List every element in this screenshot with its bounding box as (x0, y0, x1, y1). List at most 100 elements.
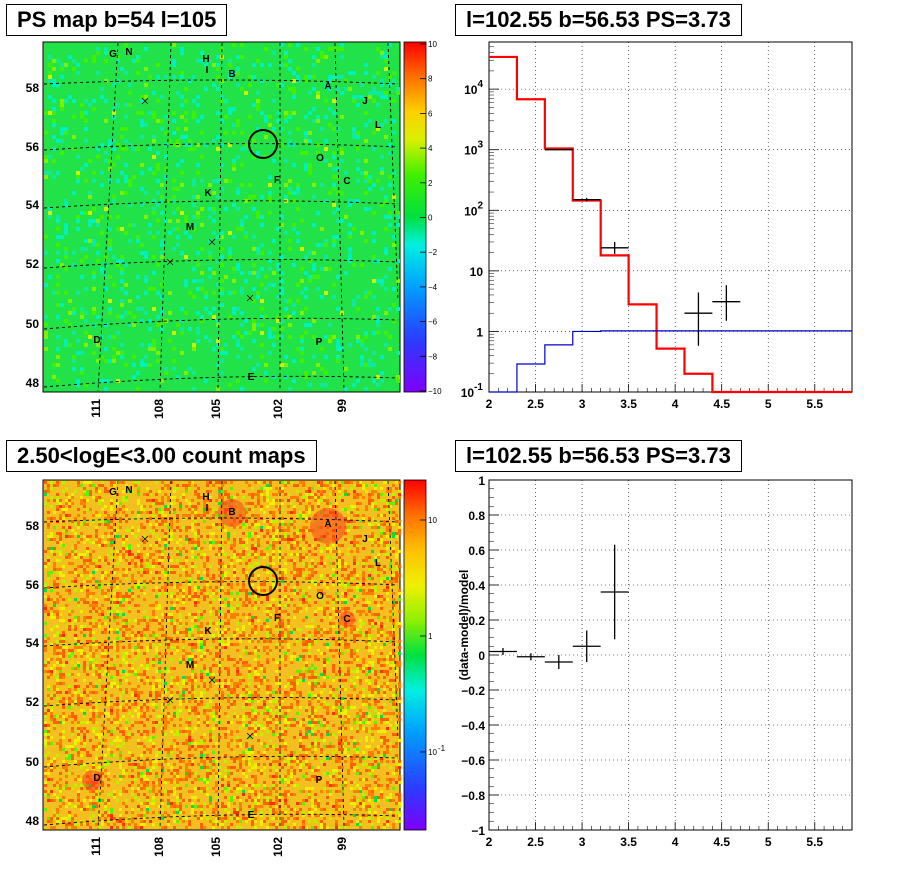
source-label-b: B (228, 507, 235, 518)
x-tick-label: 2.5 (527, 397, 544, 411)
lon-tick-label: 111 (89, 837, 103, 856)
map-cross-marker (166, 696, 174, 704)
map-latitude-line (43, 259, 399, 269)
ps-map-crosses (141, 97, 254, 302)
count-map-bright-source (339, 611, 355, 627)
map-longitude-line (217, 42, 223, 392)
source-label-n: N (125, 47, 132, 58)
map-latitude-line (43, 813, 399, 826)
lon-tick-label: 105 (209, 837, 223, 857)
count-map-noise (44, 481, 401, 829)
x-tick-label: 5 (765, 397, 772, 411)
map-cross-marker (246, 732, 254, 740)
x-tick-label: 3.5 (620, 397, 637, 411)
lat-tick-label: 52 (26, 257, 40, 271)
map-longitude-line (97, 480, 119, 830)
map-cross-marker (141, 97, 149, 105)
source-label-p: P (316, 337, 323, 348)
y-tick-label: 0.6 (468, 544, 485, 558)
ps-map-title: PS map b=54 l=105 (6, 4, 228, 36)
source-label-d: D (93, 335, 100, 346)
ps-colorbar-tick-label: 4 (428, 144, 433, 153)
map-latitude-line (43, 317, 399, 330)
map-cross-marker (166, 258, 174, 266)
count-map-crosses (141, 535, 254, 740)
x-tick-label: 5 (765, 835, 772, 849)
map-latitude-line (43, 697, 399, 707)
x-tick-label: 2 (486, 835, 493, 849)
residual-y-axis-label: (data-model)/model (457, 570, 471, 681)
source-label-p: P (316, 775, 323, 786)
y-tick-label: 102 (464, 200, 483, 218)
source-label-e: E (248, 810, 255, 821)
source-label-c: C (343, 614, 350, 625)
count-map-bright-source (82, 770, 102, 790)
model-background-series (489, 330, 852, 393)
lon-tick-label: 99 (335, 399, 349, 413)
x-tick-label: 3 (579, 397, 586, 411)
x-tick-label: 5.5 (806, 835, 823, 849)
lon-tick-label: 108 (152, 399, 166, 419)
count-map-lat-ticks: 58 56 54 52 50 48 (26, 519, 40, 828)
map-longitude-line (387, 42, 399, 301)
source-label-e: E (248, 372, 255, 383)
map-cross-marker (141, 535, 149, 543)
count-map-grid (43, 480, 399, 830)
count-map-bright-source (310, 508, 346, 544)
ps-colorbar-tick-label: −6 (428, 318, 438, 327)
map-latitude-line (43, 143, 399, 151)
source-label-l: L (375, 120, 381, 131)
y-tick-label: 0.8 (468, 509, 485, 523)
y-tick-label: 1 (476, 325, 483, 339)
count-colorbar-tick-label: 10 (428, 748, 437, 757)
source-label-h: H (202, 492, 209, 503)
count-map-title: 2.50<logE<3.00 count maps (6, 440, 317, 472)
y-tick-label: 1 (478, 474, 485, 488)
map-longitude-line (334, 480, 345, 830)
x-tick-label: 3.5 (620, 835, 637, 849)
source-label-j: J (362, 96, 368, 107)
x-tick-label: 4 (672, 835, 679, 849)
map-cross-marker (208, 676, 216, 684)
ps-map-source-labels: G N HI B A J L O C F K M D P E (93, 47, 381, 383)
map-latitude-line (43, 79, 399, 85)
lon-tick-label: 102 (271, 837, 285, 857)
ps-colorbar-tick-label: −2 (428, 248, 438, 257)
lat-tick-label: 52 (26, 695, 40, 709)
count-colorbar-tick-exponent: -1 (438, 744, 446, 753)
lon-tick-label: 105 (209, 399, 223, 419)
lat-tick-label: 58 (26, 81, 40, 95)
source-label-f: F (274, 613, 280, 624)
count-map-target-circle (248, 566, 278, 596)
y-tick-label: −1 (471, 824, 485, 838)
source-label-d: D (93, 773, 100, 784)
source-label-n: N (125, 485, 132, 496)
lat-tick-label: 54 (26, 636, 40, 650)
source-label-i: I (206, 65, 209, 76)
ps-colorbar-tick-label: −4 (428, 283, 438, 292)
y-tick-label: −0.4 (461, 719, 485, 733)
ps-colorbar-tick-label: 10 (428, 40, 437, 49)
y-tick-label: 0.2 (468, 614, 485, 628)
source-label-a: A (324, 81, 331, 92)
count-colorbar-tick-label: 10 (428, 516, 437, 525)
map-longitude-line (159, 42, 172, 392)
source-label-m: M (186, 222, 194, 233)
x-tick-label: 2.5 (527, 835, 544, 849)
ps-colorbar (403, 41, 427, 393)
lat-tick-label: 54 (26, 198, 40, 212)
map-latitude-line (43, 581, 399, 589)
x-tick-label: 4.5 (713, 397, 730, 411)
lat-tick-label: 58 (26, 519, 40, 533)
lat-tick-label: 48 (26, 814, 40, 828)
y-tick-label: 10-1 (461, 382, 484, 400)
residual-title: l=102.55 b=56.53 PS=3.73 (455, 440, 742, 472)
ps-map-lat-ticks: 58 56 54 52 50 48 (26, 81, 40, 390)
spectrum-title: l=102.55 b=56.53 PS=3.73 (455, 4, 742, 36)
x-tick-label: 2 (486, 397, 493, 411)
source-label-b: B (228, 69, 235, 80)
